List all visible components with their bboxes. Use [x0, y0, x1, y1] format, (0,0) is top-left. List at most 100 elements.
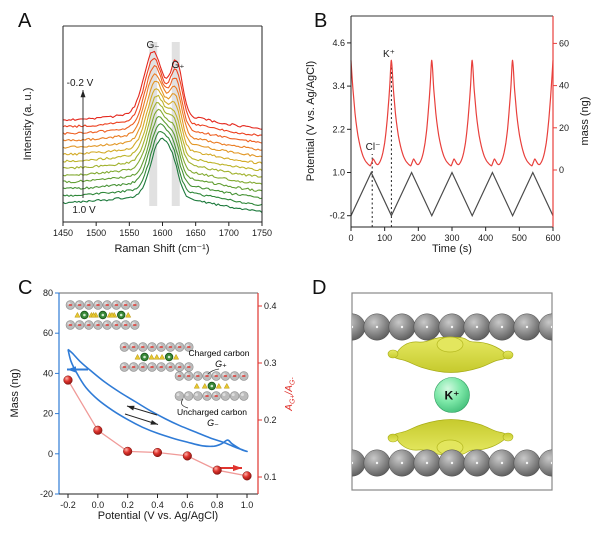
- raman-spectrum-curve: [62, 115, 263, 192]
- svg-text:0.3: 0.3: [264, 358, 277, 368]
- potential-top-label: -0.2 V: [67, 78, 94, 89]
- raman-spectrum-curve: [62, 130, 263, 206]
- panel-raman-spectra: 1450 1500 1550 1600 1650 1700 1750 G₋ G₊ -0.2 …: [0, 0, 300, 266]
- panel-c-letter: C: [18, 277, 33, 299]
- raman-spectrum-curve: [62, 137, 263, 214]
- svg-text:20: 20: [559, 123, 569, 133]
- ratio-data-point: [242, 471, 252, 481]
- k-ion-annotation: K⁺: [383, 49, 395, 60]
- svg-text:1550: 1550: [119, 228, 139, 238]
- time-axis-label: Time (s): [432, 243, 472, 255]
- raman-spectrum-curve: [62, 50, 263, 130]
- panel-b-letter: B: [314, 10, 328, 32]
- svg-text:60: 60: [43, 328, 53, 338]
- raman-spectrum-curve: [62, 80, 263, 158]
- charged-carbon-gplus-label: G₊: [215, 359, 227, 369]
- dft-structure-image: K⁺: [351, 292, 553, 491]
- charged-carbon-label: Charged carbon: [189, 348, 250, 358]
- carbon-structure-inset: [119, 342, 194, 372]
- svg-text:3.4: 3.4: [332, 81, 345, 91]
- mass-ratio-chart: -20 0 20 40 60 80 0.1 0.2 0.3 0.4 -0.2 0.0 0.2 0.4 0.6…: [9, 288, 297, 522]
- carbon-layer: [352, 313, 552, 341]
- panel-d-letter: D: [312, 277, 327, 299]
- svg-text:0.2: 0.2: [121, 500, 134, 510]
- svg-text:0.4: 0.4: [151, 500, 164, 510]
- svg-text:1450: 1450: [53, 228, 73, 238]
- svg-text:0: 0: [48, 449, 53, 459]
- charge-isosurface: [387, 336, 514, 373]
- potassium-ion-label: K⁺: [445, 389, 460, 403]
- svg-text:1.0: 1.0: [241, 500, 254, 510]
- svg-text:0.8: 0.8: [211, 500, 224, 510]
- svg-text:0: 0: [559, 165, 564, 175]
- potential-bottom-label: 1.0 V: [72, 205, 96, 216]
- raman-spectrum-curve: [62, 73, 263, 151]
- svg-text:1650: 1650: [186, 228, 206, 238]
- svg-text:-0.2: -0.2: [329, 211, 345, 221]
- svg-text:60: 60: [559, 38, 569, 48]
- svg-text:0.4: 0.4: [264, 301, 277, 311]
- mass-ratio-plot-area: -20 0 20 40 60 80 0.1 0.2 0.3 0.4 -0.2 0.0 0.2 0.4 0.6…: [40, 288, 277, 510]
- svg-text:1.0: 1.0: [332, 168, 345, 178]
- carbon-structure-inset: [174, 371, 249, 401]
- uncharged-carbon-label: Uncharged carbon: [177, 407, 247, 417]
- svg-text:80: 80: [43, 288, 53, 298]
- svg-text:40: 40: [43, 368, 53, 378]
- ratio-axis-label: AG+/AG-: [284, 377, 297, 412]
- raman-curves: [62, 50, 263, 214]
- svg-text:100: 100: [377, 233, 392, 243]
- panel-dft-structure: K⁺: [300, 267, 600, 533]
- svg-text:600: 600: [545, 233, 560, 243]
- raman-spectrum-curve: [62, 57, 263, 137]
- charged-label-connector: [207, 368, 220, 375]
- svg-text:200: 200: [411, 233, 426, 243]
- raman-spectrum-curve: [62, 65, 263, 144]
- ratio-data-point: [212, 465, 222, 475]
- svg-text:2.2: 2.2: [332, 124, 345, 134]
- svg-text:-0.2: -0.2: [60, 500, 76, 510]
- raman-spectra-chart: 1450 1500 1550 1600 1650 1700 1750 G₋ G₊ -0.2 …: [22, 25, 272, 255]
- svg-text:20: 20: [43, 409, 53, 419]
- carbon-structure-inset: [65, 300, 140, 330]
- dft-render-area: K⁺: [351, 292, 553, 491]
- svg-text:400: 400: [478, 233, 493, 243]
- raman-spectrum-curve: [62, 88, 263, 165]
- svg-text:0.1: 0.1: [264, 472, 277, 482]
- svg-text:0.6: 0.6: [181, 500, 194, 510]
- cl-ion-annotation: Cl⁻: [366, 142, 381, 153]
- potential-wave-series: [350, 171, 554, 218]
- ratio-data-point: [93, 425, 103, 435]
- g-band-highlight: [149, 42, 158, 206]
- raman-spectrum-curve: [62, 94, 263, 172]
- svg-text:300: 300: [444, 233, 459, 243]
- uncharged-label-connector: [181, 398, 189, 409]
- panel-a-letter: A: [18, 10, 32, 32]
- raman-spectrum-curve: [62, 123, 263, 200]
- panel-eqcm-mass-potential: 4.6 3.4 2.2 1.0 -0.2 0 20 40 60 0 100 200 300 400 500 6…: [300, 0, 600, 266]
- svg-text:4.6: 4.6: [332, 38, 345, 48]
- g-plus-peak-label: G₊: [171, 60, 184, 71]
- raman-spectrum-curve: [62, 108, 263, 185]
- carbon-layer: [352, 449, 552, 477]
- svg-text:1750: 1750: [252, 228, 272, 238]
- ratio-data-point: [152, 447, 163, 458]
- raman-xaxis-label: Raman Shift (cm⁻¹): [114, 243, 209, 255]
- mass-hysteresis-loop: [67, 348, 248, 453]
- raman-plot-area: 1450 1500 1550 1600 1650 1700 1750: [53, 25, 272, 238]
- svg-text:40: 40: [559, 81, 569, 91]
- raman-spectrum-curve: [62, 101, 263, 178]
- svg-text:0: 0: [348, 233, 353, 243]
- potential-axis-label-c: Potential (V vs. Ag/AgCl): [98, 510, 218, 522]
- raman-yaxis-label: Intensity (a. u.): [22, 88, 34, 161]
- svg-text:1600: 1600: [152, 228, 172, 238]
- svg-text:0.2: 0.2: [264, 415, 277, 425]
- svg-text:AG+/AG-: AG+/AG-: [284, 377, 297, 412]
- potassium-ion: [434, 377, 470, 413]
- mass-axis-label: mass (ng): [579, 97, 591, 146]
- g-minus-peak-label: G₋: [146, 40, 159, 51]
- g-band-highlight: [171, 42, 180, 206]
- svg-text:500: 500: [512, 233, 527, 243]
- mass-axis-label-c: Mass (ng): [9, 369, 21, 418]
